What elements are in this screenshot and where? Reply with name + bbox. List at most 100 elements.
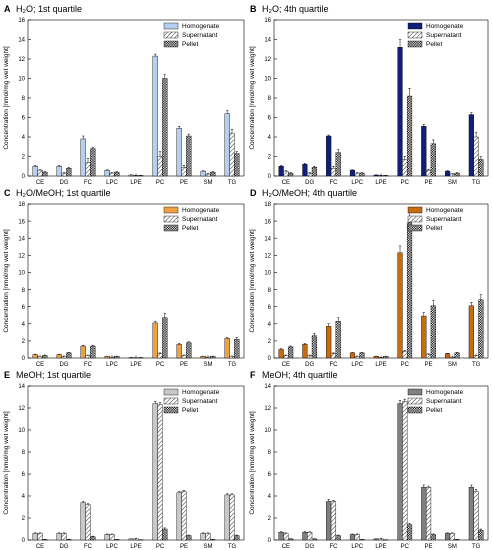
- legend-swatch-homogenate: [163, 206, 179, 214]
- y-axis-label: Concentration [nmol/mg wet weight]: [249, 46, 256, 150]
- legend-swatch-supernatant: [407, 397, 423, 405]
- x-tick-label: PE: [425, 544, 433, 550]
- bar-supernatant: [354, 356, 360, 359]
- bar-homogenate: [468, 305, 474, 359]
- panel-title: H₂O; 4th quartile: [262, 4, 329, 14]
- x-tick-label: CE: [36, 362, 44, 368]
- y-tick-label: 12: [18, 254, 25, 260]
- panel-title: H₂O/MeOH; 1st quartile: [16, 188, 111, 198]
- bar-homogenate: [445, 533, 451, 541]
- panel-letter: B: [250, 4, 257, 14]
- y-tick-label: 2: [268, 155, 272, 161]
- bar-pellet: [430, 143, 436, 177]
- bar-pellet: [406, 222, 413, 359]
- x-tick-label: DG: [60, 180, 69, 186]
- x-tick-label: PE: [180, 180, 188, 186]
- bar-homogenate: [421, 126, 427, 177]
- bar-supernatant: [85, 504, 91, 541]
- panel-title: MeOH; 1st quartile: [16, 370, 91, 380]
- bar-pellet: [66, 539, 72, 541]
- panel-letter: F: [250, 370, 256, 380]
- y-tick-label: 16: [18, 18, 25, 24]
- x-tick-label: LPE: [375, 544, 386, 550]
- chart-panel-f: F MeOH; 4th quartile 0 2 4 6 8 10 12 14 Concentrat…: [249, 370, 489, 550]
- plot-frame: [273, 203, 489, 359]
- bar-supernatant: [283, 170, 289, 177]
- bar-supernatant: [205, 533, 211, 541]
- bar-pellet: [359, 172, 365, 177]
- bar-supernatant: [307, 355, 313, 359]
- x-tick-label: TG: [228, 362, 237, 368]
- legend-swatch-homogenate: [163, 22, 179, 30]
- bar-pellet: [234, 153, 240, 177]
- bar-supernatant: [402, 159, 408, 177]
- bar-homogenate: [104, 356, 110, 359]
- x-tick-label: SM: [204, 362, 213, 368]
- bar-homogenate: [176, 344, 182, 359]
- legend-label: Homogenate: [182, 207, 220, 214]
- y-tick-label: 10: [18, 428, 25, 434]
- bar-pellet: [114, 171, 120, 177]
- bar-homogenate: [32, 354, 38, 359]
- bar-pellet: [114, 356, 120, 359]
- bar-supernatant: [133, 538, 139, 541]
- bar-pellet: [478, 159, 484, 177]
- legend-swatch-homogenate: [163, 388, 179, 396]
- bar-homogenate: [302, 164, 308, 177]
- x-tick-label: LPE: [130, 180, 141, 186]
- x-tick-label: SM: [448, 362, 457, 368]
- plot-frame: [27, 385, 245, 541]
- bar-homogenate: [128, 174, 134, 177]
- y-tick-label: 4: [22, 135, 26, 141]
- legend-label: Pellet: [182, 225, 198, 232]
- y-tick-label: 16: [18, 219, 25, 225]
- panel-title: H₂O; 1st quartile: [16, 4, 82, 14]
- x-tick-label: SM: [204, 180, 213, 186]
- bar-supernatant: [37, 533, 43, 541]
- bar-homogenate: [224, 338, 230, 359]
- bar-homogenate: [200, 356, 206, 359]
- bar-pellet: [288, 346, 294, 359]
- x-tick-label: TG: [472, 362, 481, 368]
- bar-pellet: [90, 148, 96, 177]
- bar-pellet: [311, 167, 317, 177]
- bar-supernatant: [109, 534, 115, 541]
- y-tick-label: 0: [268, 174, 272, 180]
- bar-homogenate: [80, 345, 86, 359]
- legend-label: Homogenate: [182, 23, 220, 30]
- legend-label: Pellet: [426, 225, 442, 232]
- legend-swatch-pellet: [163, 406, 179, 414]
- y-tick-label: 14: [18, 236, 25, 242]
- bar-pellet: [288, 172, 294, 177]
- legend-label: Pellet: [182, 407, 198, 414]
- chart-panel-e: E MeOH; 1st quartile 0 2 4 6 8 10 12 14 Concentrat…: [3, 370, 245, 550]
- legend-swatch-homogenate: [407, 388, 423, 396]
- bar-supernatant: [205, 173, 211, 177]
- bar-homogenate: [278, 532, 284, 541]
- y-tick-label: 4: [268, 494, 272, 500]
- bar-pellet: [288, 538, 294, 541]
- bar-homogenate: [224, 113, 230, 177]
- bar-pellet: [478, 299, 484, 359]
- y-tick-label: 2: [268, 339, 272, 345]
- legend-label: Supernatant: [182, 216, 218, 223]
- legend-label: Supernatant: [182, 32, 218, 39]
- chart-panel-c: C H₂O/MeOH; 1st quartile 0 2 4 6 8 10 12 14 16 18 Co…: [3, 188, 245, 368]
- y-tick-label: 14: [18, 38, 25, 44]
- x-tick-label: TG: [228, 544, 237, 550]
- y-tick-label: 16: [264, 18, 271, 24]
- bar-homogenate: [397, 47, 403, 177]
- bar-supernatant: [473, 491, 479, 541]
- bar-pellet: [186, 135, 192, 177]
- bar-homogenate: [224, 494, 230, 541]
- bar-homogenate: [152, 403, 158, 541]
- legend-label: Supernatant: [426, 216, 462, 223]
- y-axis-label: Concentration [nmol/mg wet weight]: [3, 46, 10, 150]
- y-tick-label: 16: [264, 219, 271, 225]
- y-tick-label: 10: [264, 77, 271, 83]
- legend-label: Supernatant: [426, 398, 462, 405]
- bar-pellet: [162, 528, 168, 541]
- bar-pellet: [430, 534, 436, 541]
- x-tick-label: LPC: [106, 362, 118, 368]
- bar-homogenate: [421, 487, 427, 541]
